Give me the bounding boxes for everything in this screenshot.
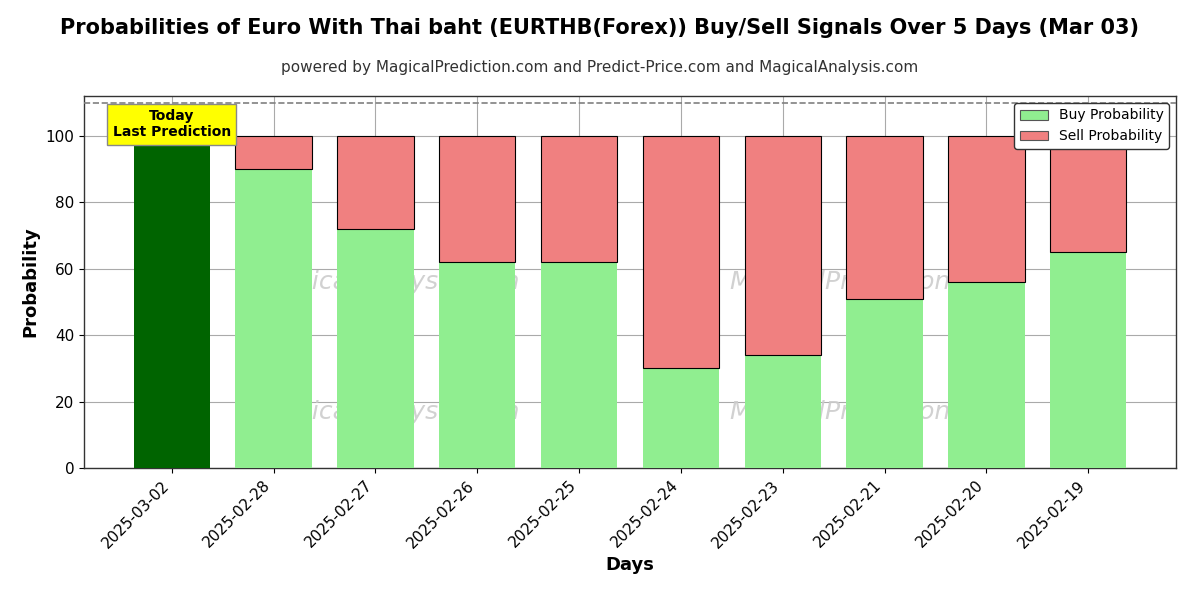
X-axis label: Days: Days	[606, 556, 654, 574]
Text: Probabilities of Euro With Thai baht (EURTHB(Forex)) Buy/Sell Signals Over 5 Day: Probabilities of Euro With Thai baht (EU…	[60, 18, 1140, 38]
Y-axis label: Probability: Probability	[22, 227, 40, 337]
Bar	[948, 282, 1025, 468]
Text: MagicalPrediction.com: MagicalPrediction.com	[728, 400, 1012, 424]
Text: Today
Last Prediction: Today Last Prediction	[113, 109, 230, 139]
Text: powered by MagicalPrediction.com and Predict-Price.com and MagicalAnalysis.com: powered by MagicalPrediction.com and Pre…	[281, 60, 919, 75]
Bar	[541, 136, 617, 262]
Bar	[235, 136, 312, 169]
Bar	[846, 299, 923, 468]
Text: MagicalAnalysis.com: MagicalAnalysis.com	[259, 270, 520, 294]
Text: MagicalPrediction.com: MagicalPrediction.com	[728, 270, 1012, 294]
Bar	[744, 136, 821, 355]
Text: MagicalAnalysis.com: MagicalAnalysis.com	[259, 400, 520, 424]
Bar	[846, 136, 923, 299]
Bar	[643, 368, 719, 468]
Bar	[643, 136, 719, 368]
Bar	[948, 136, 1025, 282]
Bar	[1050, 136, 1127, 252]
Bar	[337, 136, 414, 229]
Bar	[133, 136, 210, 468]
Bar	[1050, 252, 1127, 468]
Bar	[439, 136, 516, 262]
Legend: Buy Probability, Sell Probability: Buy Probability, Sell Probability	[1014, 103, 1169, 149]
Bar	[337, 229, 414, 468]
Bar	[541, 262, 617, 468]
Bar	[235, 169, 312, 468]
Bar	[439, 262, 516, 468]
Bar	[744, 355, 821, 468]
